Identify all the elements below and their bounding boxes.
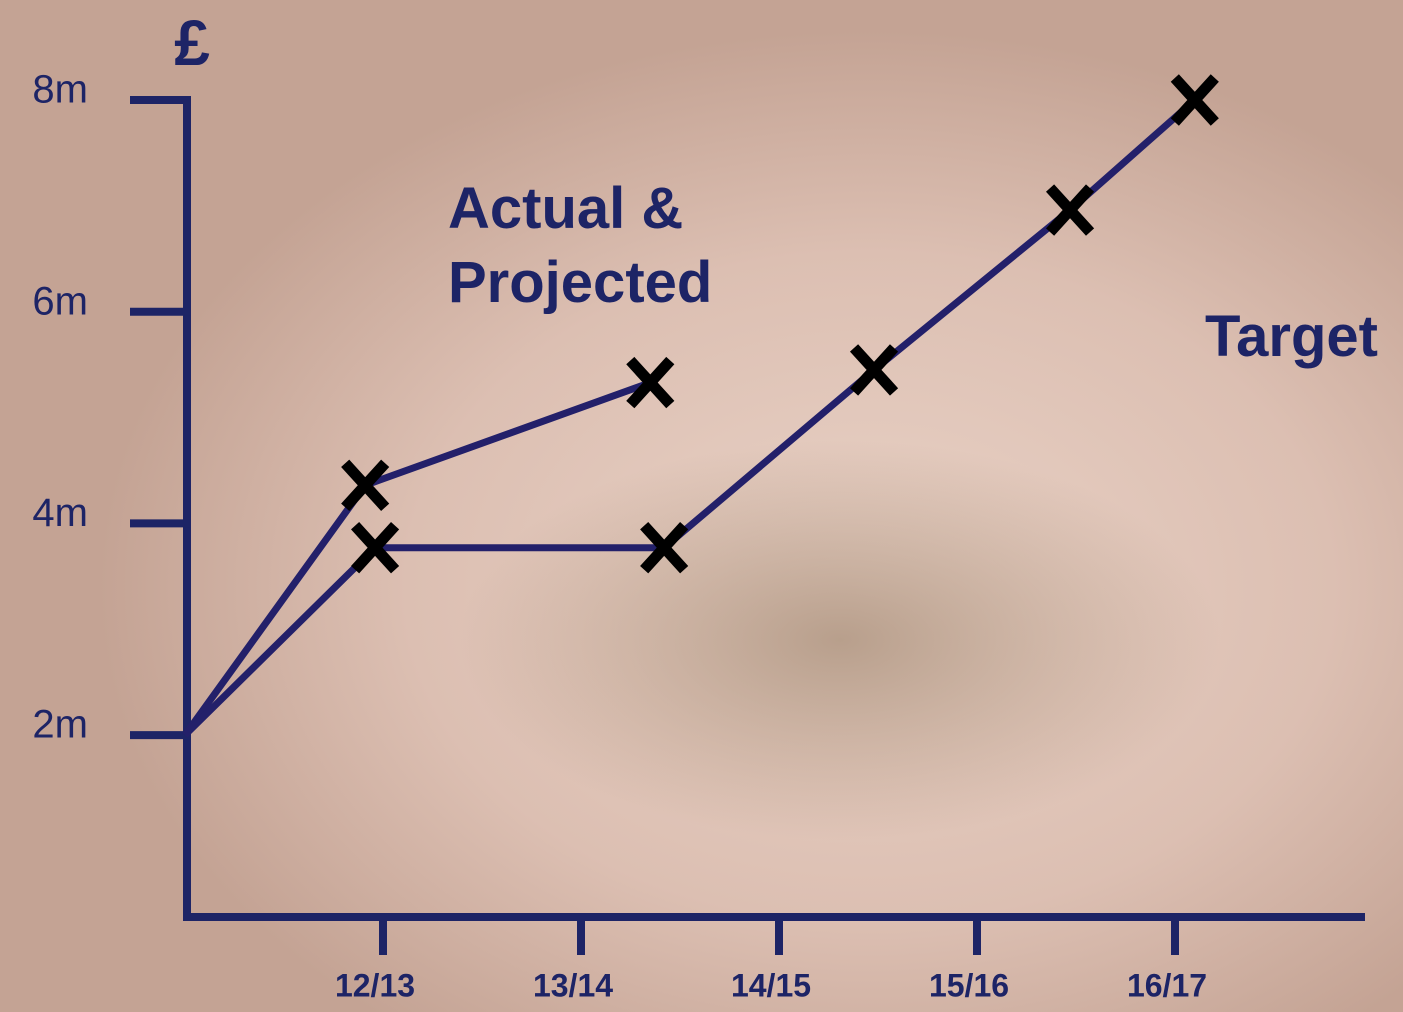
x-tick-label: 14/15 [731, 967, 811, 1003]
y-tick-label: 6m [32, 279, 88, 323]
series-label: Actual & Projected [448, 172, 768, 320]
background-coins [460, 440, 1220, 840]
y-tick-label: 4m [32, 491, 88, 535]
x-tick-label: 13/14 [533, 967, 613, 1003]
x-tick-label: 15/16 [929, 967, 1009, 1003]
y-axis-label: £ [174, 7, 210, 79]
x-tick-label: 12/13 [335, 967, 415, 1003]
series-label: Target [1205, 300, 1378, 374]
y-tick-label: 8m [32, 68, 88, 112]
chart: £ 2m 4m 6m 8m 12/13 13/14 14/15 15/16 16/17 [0, 0, 1403, 1012]
y-tick-label: 2m [32, 703, 88, 747]
x-tick-label: 16/17 [1127, 967, 1207, 1003]
chart-page: £ 2m 4m 6m 8m 12/13 13/14 14/15 15/16 16/17 Actu… [0, 0, 1403, 1012]
